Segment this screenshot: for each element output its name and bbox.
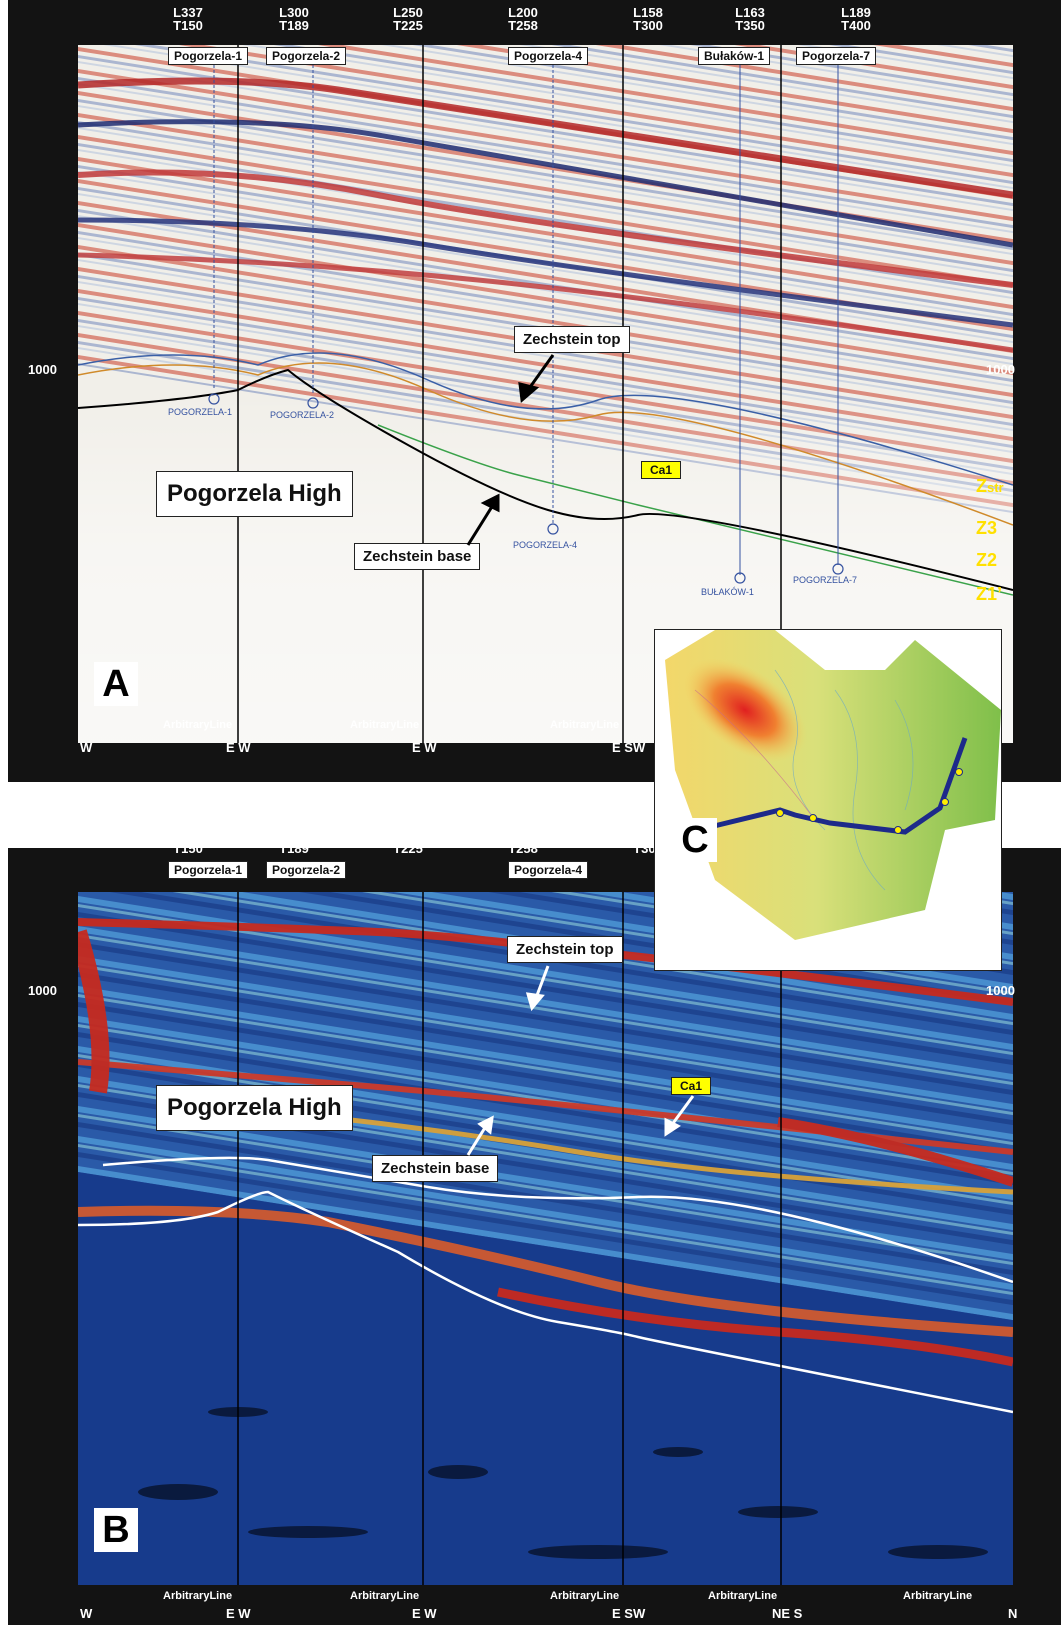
well-tag-pogorzela-4: Pogorzela-4 — [508, 861, 589, 879]
well-tag-pogorzela-2: Pogorzela-2 — [266, 47, 347, 65]
well-tag-pogorzela-1: Pogorzela-1 — [168, 47, 249, 65]
twt-label-right: 1000 — [986, 362, 1015, 377]
zone-label-z2: Z2 — [976, 550, 998, 570]
well-tag-bulakow-1: Bułaków-1 — [698, 47, 771, 65]
well-symbol-label: POGORZELA-1 — [168, 407, 233, 417]
direction-label: NE S — [772, 1606, 803, 1621]
arbitrary-line-label: ArbitraryLine — [350, 719, 420, 731]
panel-c-map-inset: C — [654, 629, 1002, 971]
arbitrary-line-label: ArbitraryLine — [708, 1590, 778, 1602]
tick-label: L158 T300 — [633, 5, 663, 33]
arbitrary-line-label: ArbitraryLine — [903, 1590, 973, 1602]
seismic-section-a — [78, 45, 1013, 743]
zechstein-base-callout: Zechstein base — [372, 1155, 499, 1182]
panel-a-seismic-amplitude: L337 T150 L300 T189 L250 T225 L200 T258 L158… — [8, 0, 1061, 782]
seismic-section-b — [78, 892, 1013, 1585]
callout-arrows-b — [466, 965, 695, 1156]
zone-label-z1: Z1’ — [976, 584, 1003, 604]
tick-label: L250 T225 — [393, 5, 423, 33]
tick-label: L250 T225 — [393, 828, 423, 856]
direction-label: E W — [412, 740, 437, 755]
twt-label-right: 1000 — [986, 983, 1015, 998]
tick-label: L337 T150 — [173, 828, 203, 856]
direction-label: E W — [226, 1606, 251, 1621]
direction-label: E SW — [612, 1606, 646, 1621]
direction-label: W — [80, 740, 93, 755]
zechstein-top-callout: Zechstein top — [514, 326, 630, 353]
well-tag-pogorzela-1: Pogorzela-1 — [168, 861, 249, 879]
pogorzela-high-callout: Pogorzela High — [156, 471, 353, 517]
direction-label: W — [80, 1606, 93, 1621]
arbitrary-line-label: ArbitraryLine — [350, 1590, 420, 1602]
well-tag-pogorzela-2: Pogorzela-2 — [266, 861, 347, 879]
zone-label-zstr: Zstr — [976, 476, 1004, 496]
callout-arrows-a — [466, 354, 555, 546]
tick-label: L163 T350 — [735, 5, 765, 33]
panel-letter-a: A — [94, 662, 138, 706]
pogorzela-high-callout: Pogorzela High — [156, 1085, 353, 1131]
tick-label: L300 T189 — [279, 828, 309, 856]
tick-label: L300 T189 — [279, 5, 309, 33]
arbitrary-line-label: ArbitraryLine — [163, 719, 233, 731]
zechstein-top-callout: Zechstein top — [507, 936, 623, 963]
twt-label-left: 1000 — [28, 362, 57, 377]
well-tag-pogorzela-7: Pogorzela-7 — [796, 47, 877, 65]
well-symbol-label: POGORZELA-4 — [513, 540, 578, 550]
arbitrary-line-label: ArbitraryLine — [550, 719, 620, 731]
direction-label: E W — [226, 740, 251, 755]
panel-letter-c: C — [673, 818, 717, 862]
direction-label: E W — [412, 1606, 437, 1621]
well-tag-pogorzela-4: Pogorzela-4 — [508, 47, 589, 65]
zone-label-z3: Z3 — [976, 518, 998, 538]
arbitrary-line-label: ArbitraryLine — [163, 1590, 233, 1602]
twt-label-left: 1000 — [28, 983, 57, 998]
panel-letter-b: B — [94, 1508, 138, 1552]
zechstein-base-callout: Zechstein base — [354, 543, 481, 570]
tick-label: L189 T400 — [841, 5, 871, 33]
arbitrary-line-label: ArbitraryLine — [550, 1590, 620, 1602]
tick-label: L200 T258 — [508, 828, 538, 856]
direction-label: N — [1008, 1606, 1018, 1621]
ca1-callout: Ca1 — [641, 461, 682, 479]
tick-label: L337 T150 — [173, 5, 203, 33]
tick-label: L200 T258 — [508, 5, 538, 33]
panel-b-seismic-attribute: L337 T150 L300 T189 L250 T225 L200 T258 L158… — [8, 829, 1061, 1625]
ca1-callout: Ca1 — [671, 1077, 712, 1095]
direction-label: E SW — [612, 740, 646, 755]
map-view — [665, 630, 1001, 940]
well-symbol-label: POGORZELA-2 — [270, 410, 335, 420]
well-symbol-label: POGORZELA-7 — [793, 575, 858, 585]
well-symbol-label: BUŁAKÓW-1 — [701, 587, 754, 597]
